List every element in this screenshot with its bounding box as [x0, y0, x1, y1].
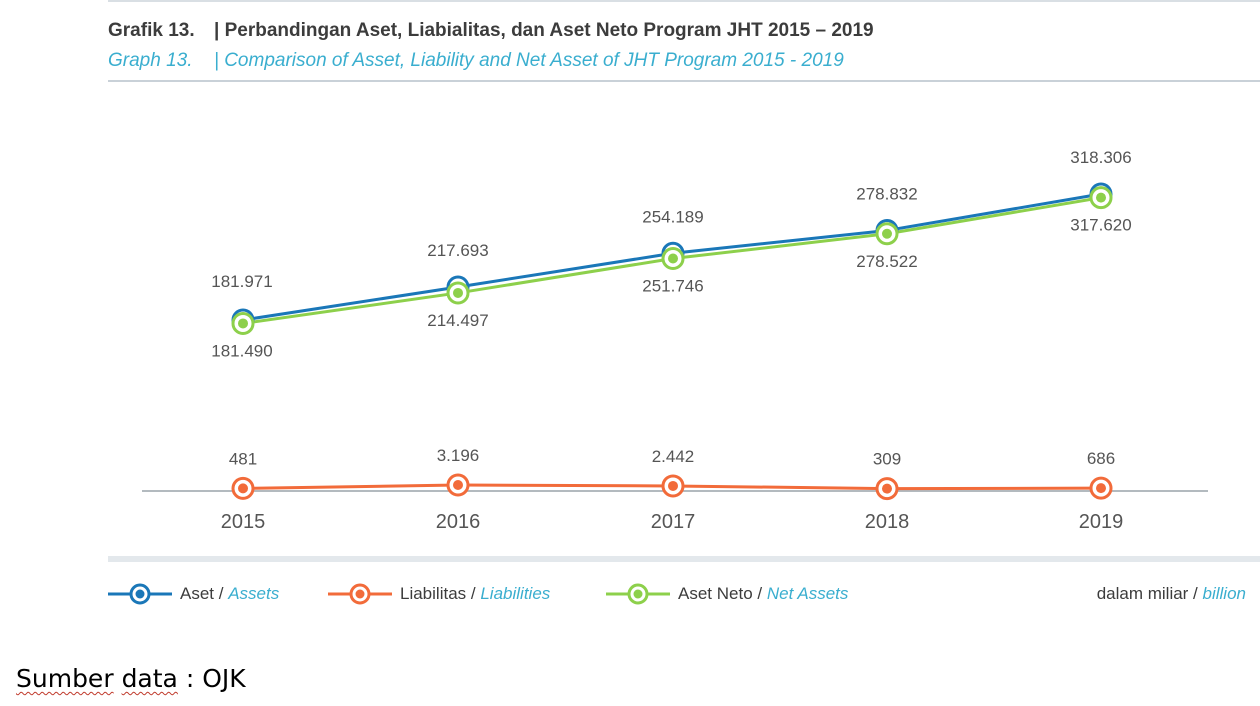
net-assets-label-2017: 251.746	[642, 277, 703, 296]
liabilities-marker-icon	[328, 583, 392, 605]
net-assets-point-dot-2019	[1096, 192, 1106, 203]
assets-label-2015: 181.971	[211, 272, 272, 291]
graph-number-en: Graph 13.	[108, 50, 193, 71]
liabilities-point-dot-2018	[882, 483, 892, 494]
x-tick-label-2016: 2016	[436, 511, 481, 533]
liabilities-point-dot-2015	[238, 483, 248, 494]
legend-net-id: Aset Neto /	[678, 584, 763, 603]
title-english: Graph 13. | Comparison of Asset, Liabilit…	[108, 50, 844, 72]
assets-label-2019: 318.306	[1070, 148, 1131, 167]
liabilities-label-2017: 2.442	[652, 447, 695, 466]
legend-liab-id: Liabilitas /	[400, 584, 476, 603]
legend-net-en: Net Assets	[766, 584, 849, 603]
legend: Aset / Assets Liabilitas / Liabilities A…	[108, 582, 1260, 608]
graph-number-id: Grafik 13.	[108, 20, 195, 41]
net-assets-point-dot-2018	[882, 228, 892, 239]
source-note: Sumber data : OJK	[16, 664, 246, 693]
liabilities-label-2018: 309	[873, 450, 901, 469]
x-tick-label-2015: 2015	[221, 511, 266, 533]
legend-net-assets: Aset Neto / Net Assets	[606, 582, 848, 606]
x-tick-label-2018: 2018	[865, 511, 910, 533]
chart-bottom-bar	[108, 556, 1260, 562]
source-word-1: Sumber	[16, 664, 114, 693]
net-assets-point-dot-2015	[238, 318, 248, 329]
title-separator	[108, 80, 1260, 82]
liabilities-label-2015: 481	[229, 449, 257, 468]
assets-label-2016: 217.693	[427, 241, 488, 260]
unit-note: dalam miliar / billion	[1097, 584, 1246, 604]
top-rule	[108, 0, 1260, 2]
assets-marker-icon	[108, 583, 172, 605]
net-assets-label-2015: 181.490	[211, 341, 272, 360]
unit-id: dalam miliar /	[1096, 584, 1203, 603]
assets-label-2018: 278.832	[856, 184, 917, 203]
liabilities-label-2019: 686	[1087, 449, 1115, 468]
title-text-id: | Perbandingan Aset, Liabialitas, dan As…	[214, 20, 874, 41]
unit-en: billion	[1202, 584, 1246, 603]
net-assets-label-2018: 278.522	[856, 252, 917, 271]
net-assets-point-dot-2016	[453, 287, 463, 298]
legend-liabilities: Liabilitas / Liabilities	[328, 582, 550, 606]
line-chart: 2015 2016 2017 2018 2019 181.971 217.693 254.18…	[142, 148, 1208, 533]
liabilities-point-dot-2016	[453, 480, 463, 490]
net-assets-marker-icon	[606, 583, 670, 605]
net-assets-label-2019: 317.620	[1070, 216, 1131, 235]
source-rest: : OJK	[177, 664, 246, 693]
assets-label-2017: 254.189	[642, 207, 703, 226]
liabilities-point-dot-2019	[1096, 483, 1106, 494]
x-tick-label-2019: 2019	[1079, 511, 1124, 533]
title-text-en: | Comparison of Asset, Liability and Net…	[214, 50, 844, 71]
source-word-2: data	[121, 664, 178, 693]
title-indonesian: Grafik 13. | Perbandingan Aset, Liabialit…	[108, 20, 874, 42]
legend-assets: Aset / Assets	[108, 582, 279, 606]
net-assets-label-2016: 214.497	[427, 311, 488, 330]
liabilities-point-dot-2017	[668, 480, 678, 491]
legend-assets-en: Assets	[228, 584, 280, 603]
legend-assets-id: Aset /	[180, 584, 224, 603]
x-tick-label-2017: 2017	[651, 511, 696, 533]
legend-liab-en: Liabilities	[480, 584, 551, 603]
liabilities-label-2016: 3.196	[437, 446, 480, 465]
net-assets-point-dot-2017	[668, 253, 678, 264]
